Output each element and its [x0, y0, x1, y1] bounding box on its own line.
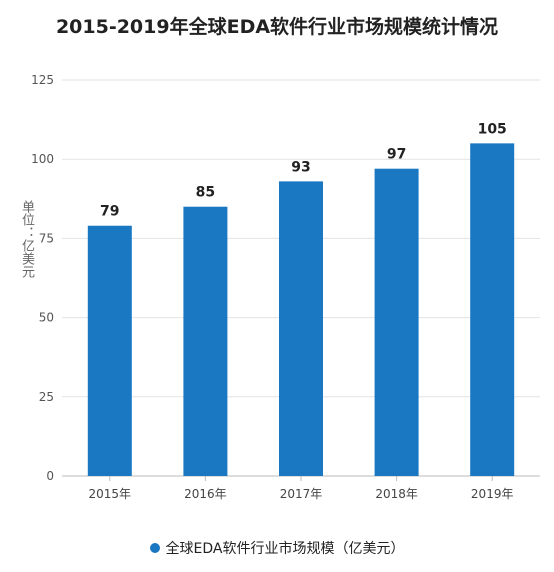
y-tick-label: 125 — [31, 73, 54, 87]
y-tick-label: 75 — [39, 231, 54, 245]
chart-title: 2015-2019年全球EDA软件行业市场规模统计情况 — [55, 16, 499, 38]
y-axis-label: 单位：亿美元 — [19, 200, 34, 278]
x-tick-label: 2018年 — [375, 487, 418, 501]
bar — [279, 181, 323, 476]
bar — [470, 143, 515, 477]
y-tick-label: 100 — [31, 152, 54, 166]
x-tick-label: 2019年 — [471, 487, 514, 501]
y-tick-label: 50 — [39, 311, 54, 325]
bar — [183, 206, 228, 476]
data-label: 79 — [100, 204, 119, 220]
y-tick-label: 0 — [46, 469, 54, 483]
data-label: 93 — [291, 159, 310, 175]
bar — [374, 168, 419, 477]
data-label: 85 — [196, 185, 215, 201]
data-label: 105 — [478, 121, 507, 137]
x-tick-label: 2015年 — [89, 487, 132, 501]
legend-label: 全球EDA软件行业市场规模（亿美元） — [165, 541, 405, 557]
x-tick-label: 2016年 — [184, 487, 227, 501]
y-tick-label: 25 — [39, 390, 54, 404]
legend-marker — [149, 543, 160, 553]
x-tick-label: 2017年 — [280, 487, 323, 501]
bar — [87, 225, 132, 476]
legend: 全球EDA软件行业市场规模（亿美元） — [0, 538, 554, 558]
data-label: 97 — [387, 147, 406, 163]
